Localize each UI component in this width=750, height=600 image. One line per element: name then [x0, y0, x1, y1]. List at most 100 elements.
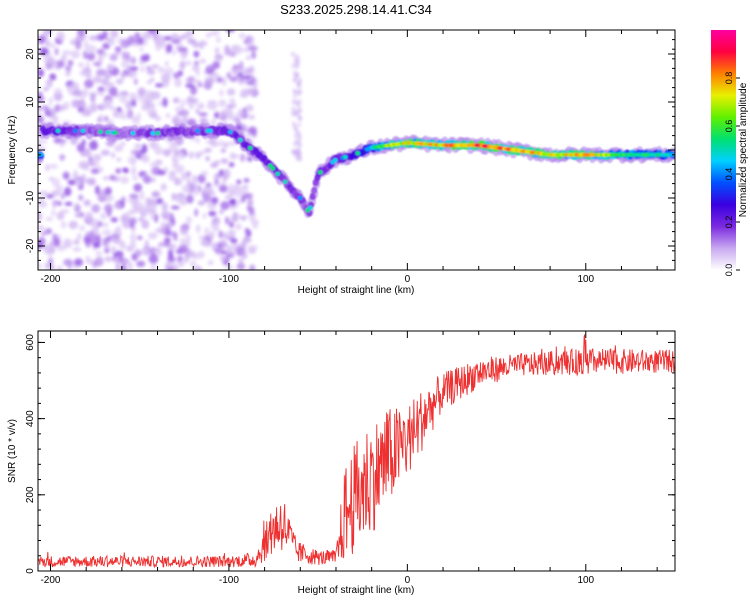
noise-blob [154, 115, 162, 122]
noise-blob [121, 51, 127, 60]
noise-blob [116, 157, 122, 162]
noise-blob [163, 237, 171, 244]
noise-blob [229, 76, 238, 83]
noise-blob [46, 43, 56, 48]
noise-blob [80, 110, 91, 117]
noise-blob [105, 85, 110, 92]
noise-blob [149, 162, 159, 168]
noise-blob [188, 151, 194, 159]
ridge-core [270, 166, 276, 171]
noise-blob [214, 47, 220, 55]
noise-blob [197, 174, 206, 184]
noise-blob [108, 86, 118, 96]
noise-blob [38, 262, 42, 269]
noise-blob [130, 149, 141, 156]
noise-blob [66, 84, 72, 94]
noise-blob [248, 65, 255, 74]
noise-blob [237, 80, 246, 86]
ridge-core [195, 128, 201, 133]
noise-blob [195, 266, 200, 270]
noise-blob [38, 138, 44, 144]
noise-blob [237, 199, 243, 204]
noise-blob [67, 59, 74, 67]
ridge-body [309, 192, 316, 200]
noise-blob [230, 237, 238, 244]
noise-blob [155, 83, 164, 88]
noise-blob [198, 235, 205, 240]
noise-blob [236, 118, 241, 126]
noise-blob [130, 71, 138, 77]
colorbar-tick-label: 0.2 [724, 216, 734, 229]
noise-blob [91, 218, 100, 228]
noise-blob [216, 76, 223, 83]
heatmap-y-tick-label: -20 [25, 238, 36, 253]
noise-blob [141, 248, 148, 254]
ridge-core [130, 131, 136, 136]
noise-blob [181, 172, 188, 181]
noise-blob [295, 110, 300, 116]
ridge-core [113, 130, 118, 135]
noise-blob [174, 115, 180, 120]
noise-blob [91, 154, 102, 159]
noise-blob [114, 145, 124, 152]
noise-blob [167, 173, 177, 182]
noise-blob [134, 143, 142, 149]
noise-blob [120, 71, 127, 78]
noise-blob [229, 204, 237, 210]
colorbar-tick-label: 0.0 [724, 264, 734, 277]
noise-blob [114, 202, 122, 210]
noise-blob [151, 141, 160, 149]
snr-y-tick-label: 600 [25, 334, 36, 351]
noise-blob [56, 265, 63, 270]
noise-blob [97, 86, 105, 91]
noise-blob [200, 239, 208, 247]
noise-blob [132, 202, 140, 208]
heatmap-ridge [38, 122, 675, 218]
noise-blob [245, 133, 253, 138]
ridge-core [98, 129, 103, 134]
noise-blob [127, 198, 137, 204]
noise-blob [84, 79, 94, 89]
noise-blob [207, 79, 216, 84]
noise-blob [171, 39, 181, 44]
noise-blob [209, 30, 220, 36]
noise-blob [185, 83, 194, 88]
noise-blob [55, 185, 64, 193]
noise-blob [64, 65, 72, 72]
noise-blob [115, 225, 122, 236]
noise-blob [94, 185, 100, 195]
noise-blob [49, 73, 57, 81]
noise-blob [91, 226, 100, 235]
noise-blob [115, 78, 124, 85]
noise-blob [94, 256, 104, 267]
heatmap-x-tick-label: 100 [577, 274, 594, 285]
noise-blob [38, 225, 45, 231]
noise-blob [136, 112, 141, 122]
noise-blob [115, 168, 122, 174]
noise-blob [51, 115, 59, 122]
noise-blob [221, 76, 227, 87]
noise-blob [148, 232, 158, 240]
noise-blob [186, 194, 194, 204]
noise-blob [200, 170, 209, 176]
noise-blob [195, 103, 204, 109]
noise-blob [86, 44, 97, 55]
noise-blob [238, 32, 246, 39]
noise-blob [126, 108, 134, 119]
noise-blob [155, 197, 164, 205]
noise-blob [204, 147, 212, 153]
noise-blob [82, 50, 88, 60]
noise-blob [104, 186, 112, 196]
noise-blob [227, 187, 232, 198]
noise-blob [74, 202, 80, 211]
snr-x-tick-label: 0 [405, 575, 411, 586]
noise-blob [207, 260, 214, 266]
noise-blob [293, 133, 298, 139]
noise-blob [249, 264, 256, 270]
noise-blob [40, 231, 48, 236]
noise-blob [130, 99, 137, 107]
noise-blob [237, 71, 243, 78]
noise-blob [92, 75, 103, 84]
noise-blob [195, 108, 200, 114]
noise-blob [71, 99, 81, 108]
